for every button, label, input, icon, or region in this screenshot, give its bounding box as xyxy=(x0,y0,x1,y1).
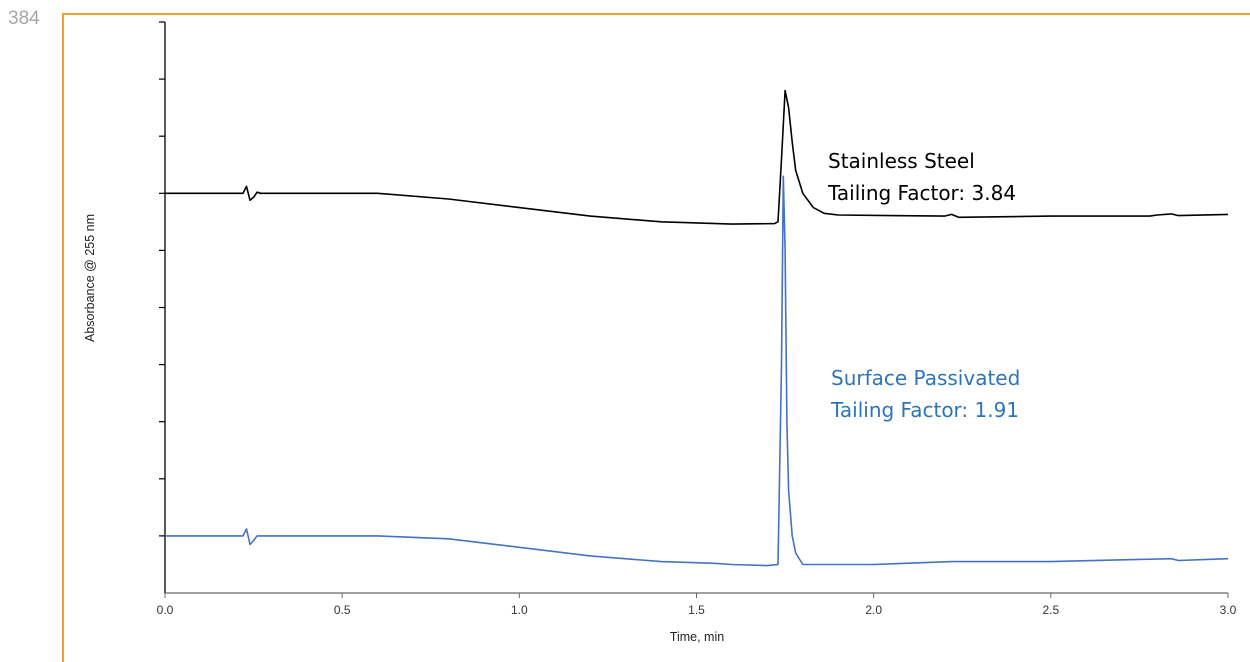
y-axis-title: Absorbance @ 255 nm xyxy=(83,214,97,342)
series-line-1 xyxy=(165,175,1229,567)
x-tick-label: 1.5 xyxy=(688,603,705,617)
series-layer xyxy=(165,89,1229,567)
slide-frame-left xyxy=(62,13,64,662)
slide-number: 384 xyxy=(8,8,40,29)
x-axis-title: Time, min xyxy=(670,630,724,644)
x-tick-label: 1.0 xyxy=(511,603,528,617)
chart-axes xyxy=(159,21,1229,598)
x-tick-label: 2.5 xyxy=(1042,603,1059,617)
slide-frame-top xyxy=(62,13,1250,15)
series-line-0 xyxy=(165,89,1229,225)
series-label-1-line-0: Surface Passivated xyxy=(831,366,1020,390)
x-tick-label: 0.5 xyxy=(334,603,351,617)
x-tick-label: 3.0 xyxy=(1220,603,1237,617)
series-label-1-line-1: Tailing Factor: 1.91 xyxy=(830,398,1019,422)
x-tick-label: 2.0 xyxy=(865,603,882,617)
series-annotations: Stainless Steel Tailing Factor: 3.84 Surfa… xyxy=(827,149,1020,422)
x-tick-label: 0.0 xyxy=(157,603,174,617)
series-label-0-line-1: Tailing Factor: 3.84 xyxy=(827,181,1016,205)
series-label-0-line-0: Stainless Steel xyxy=(828,149,975,173)
x-tick-labels: 0.0 0.5 1.0 1.5 2.0 2.5 3.0 xyxy=(157,603,1237,617)
